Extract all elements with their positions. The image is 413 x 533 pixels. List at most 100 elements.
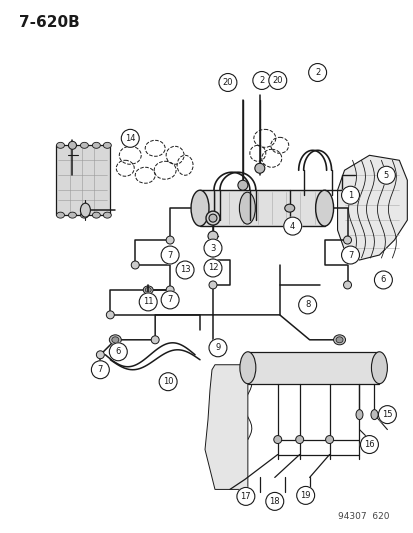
Circle shape — [161, 246, 179, 264]
Circle shape — [109, 343, 127, 361]
Circle shape — [176, 261, 194, 279]
Circle shape — [161, 291, 179, 309]
Circle shape — [121, 130, 139, 147]
Ellipse shape — [284, 204, 294, 212]
Ellipse shape — [92, 212, 100, 218]
Text: 1: 1 — [347, 191, 352, 200]
Circle shape — [218, 74, 236, 92]
Text: 7: 7 — [167, 251, 172, 260]
Circle shape — [236, 487, 254, 505]
Ellipse shape — [112, 337, 119, 343]
Circle shape — [341, 246, 358, 264]
Circle shape — [91, 361, 109, 379]
Circle shape — [308, 63, 326, 82]
Ellipse shape — [335, 337, 342, 343]
Circle shape — [204, 259, 221, 277]
Circle shape — [139, 293, 157, 311]
Text: 4: 4 — [290, 222, 294, 231]
Text: 6: 6 — [380, 276, 385, 285]
Polygon shape — [204, 365, 247, 489]
Text: 7: 7 — [167, 295, 172, 304]
Ellipse shape — [343, 236, 351, 244]
Circle shape — [268, 71, 286, 90]
Ellipse shape — [145, 287, 151, 293]
Ellipse shape — [80, 212, 88, 218]
Text: 94307  620: 94307 620 — [337, 512, 389, 521]
Bar — [199, 190, 324, 226]
Text: 16: 16 — [363, 440, 374, 449]
Ellipse shape — [239, 352, 255, 384]
Ellipse shape — [143, 286, 153, 294]
Text: 20: 20 — [272, 76, 282, 85]
Ellipse shape — [207, 231, 217, 241]
Text: 8: 8 — [304, 301, 310, 309]
Ellipse shape — [295, 435, 303, 443]
Ellipse shape — [166, 286, 174, 294]
Ellipse shape — [237, 180, 247, 190]
Circle shape — [377, 166, 394, 184]
Text: 20: 20 — [222, 78, 233, 87]
Circle shape — [373, 271, 392, 289]
Ellipse shape — [80, 203, 90, 217]
Ellipse shape — [333, 335, 345, 345]
Text: 13: 13 — [179, 265, 190, 274]
Text: 19: 19 — [300, 491, 310, 500]
Text: 6: 6 — [115, 348, 121, 356]
Circle shape — [209, 339, 226, 357]
Ellipse shape — [103, 212, 111, 218]
Ellipse shape — [131, 261, 139, 269]
Ellipse shape — [68, 212, 76, 218]
Text: 7: 7 — [347, 251, 352, 260]
Circle shape — [296, 487, 314, 504]
Ellipse shape — [56, 142, 64, 148]
Ellipse shape — [370, 352, 387, 384]
Text: 2: 2 — [314, 68, 320, 77]
Ellipse shape — [239, 192, 255, 224]
Ellipse shape — [96, 351, 104, 359]
Text: 7: 7 — [97, 365, 103, 374]
Ellipse shape — [68, 142, 76, 148]
Ellipse shape — [206, 211, 219, 225]
Ellipse shape — [355, 410, 362, 419]
Ellipse shape — [80, 142, 88, 148]
Ellipse shape — [209, 214, 216, 222]
Ellipse shape — [343, 281, 351, 289]
Text: 7-620B: 7-620B — [19, 15, 79, 30]
Circle shape — [283, 217, 301, 235]
Ellipse shape — [56, 212, 64, 218]
Text: 17: 17 — [240, 492, 251, 501]
Text: 3: 3 — [210, 244, 215, 253]
Bar — [247, 352, 378, 384]
Circle shape — [341, 186, 358, 204]
Circle shape — [252, 71, 270, 90]
Text: 2: 2 — [259, 76, 264, 85]
Circle shape — [377, 406, 395, 424]
Text: 18: 18 — [269, 497, 280, 506]
Text: 9: 9 — [215, 343, 220, 352]
Ellipse shape — [370, 410, 377, 419]
Ellipse shape — [103, 142, 111, 148]
Circle shape — [298, 296, 316, 314]
Bar — [55, 146, 110, 215]
Ellipse shape — [273, 435, 281, 443]
Ellipse shape — [254, 163, 264, 173]
Ellipse shape — [209, 281, 216, 289]
Text: 11: 11 — [142, 297, 153, 306]
Ellipse shape — [68, 141, 76, 149]
Polygon shape — [337, 155, 406, 260]
Text: 14: 14 — [125, 134, 135, 143]
Ellipse shape — [190, 190, 209, 226]
Circle shape — [360, 435, 377, 454]
Ellipse shape — [106, 311, 114, 319]
Ellipse shape — [92, 142, 100, 148]
Ellipse shape — [151, 336, 159, 344]
Ellipse shape — [315, 190, 333, 226]
Ellipse shape — [166, 236, 174, 244]
Text: 12: 12 — [207, 263, 218, 272]
Ellipse shape — [109, 335, 121, 345]
Text: 10: 10 — [162, 377, 173, 386]
Ellipse shape — [325, 435, 333, 443]
Circle shape — [204, 239, 221, 257]
Text: 5: 5 — [383, 171, 388, 180]
Circle shape — [265, 492, 283, 511]
